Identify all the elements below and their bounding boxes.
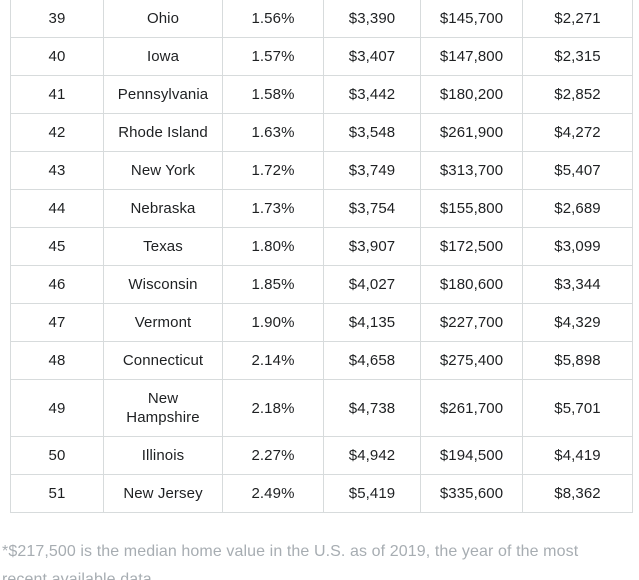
table-row: 41 Pennsylvania 1.58% $3,442 $180,200 $2,852 [10,75,633,114]
median-home-value-footnote: *$217,500 is the median home value in th… [2,543,579,580]
tax-on-state-median-cell: $5,407 [522,151,633,190]
state-cell: New Hampshire [103,379,223,437]
state-median-home-value-cell: $194,500 [420,436,523,475]
tax-rate-cell: 2.49% [222,474,324,513]
tax-on-us-median-cell: $4,738 [323,379,421,437]
tax-on-us-median-cell: $3,754 [323,189,421,228]
table-row: 43 New York 1.72% $3,749 $313,700 $5,407 [10,151,633,190]
tax-rate-cell: 1.72% [222,151,324,190]
tax-on-state-median-cell: $2,271 [522,0,633,38]
state-cell: Pennsylvania [103,75,223,114]
state-cell: Vermont [103,303,223,342]
tax-on-state-median-cell: $3,344 [522,265,633,304]
state-median-home-value-cell: $261,700 [420,379,523,437]
table-row: 46 Wisconsin 1.85% $4,027 $180,600 $3,344 [10,265,633,304]
table-row: 50 Illinois 2.27% $4,942 $194,500 $4,419 [10,436,633,475]
table-row: 42 Rhode Island 1.63% $3,548 $261,900 $4,272 [10,113,633,152]
tax-on-state-median-cell: $5,701 [522,379,633,437]
tax-on-state-median-cell: $2,315 [522,37,633,76]
tax-on-us-median-cell: $5,419 [323,474,421,513]
table-row: 39 Ohio 1.56% $3,390 $145,700 $2,271 [10,0,633,38]
tax-on-us-median-cell: $4,942 [323,436,421,475]
state-median-home-value-cell: $145,700 [420,0,523,38]
state-median-home-value-cell: $313,700 [420,151,523,190]
state-cell: Wisconsin [103,265,223,304]
rank-cell: 47 [10,303,104,342]
tax-rate-cell: 1.56% [222,0,324,38]
tax-rate-cell: 1.85% [222,265,324,304]
tax-on-us-median-cell: $3,390 [323,0,421,38]
rank-cell: 43 [10,151,104,190]
tax-rate-cell: 2.27% [222,436,324,475]
rank-cell: 42 [10,113,104,152]
state-cell: New York [103,151,223,190]
tax-on-state-median-cell: $4,329 [522,303,633,342]
rank-cell: 48 [10,341,104,380]
tax-rate-cell: 1.57% [222,37,324,76]
tax-rate-cell: 1.90% [222,303,324,342]
rank-cell: 45 [10,227,104,266]
state-cell: Ohio [103,0,223,38]
state-median-home-value-cell: $180,200 [420,75,523,114]
property-tax-rank-table: 39 Ohio 1.56% $3,390 $145,700 $2,271 40 Iowa 1.5… [10,0,633,513]
tax-on-state-median-cell: $4,419 [522,436,633,475]
table-row: 45 Texas 1.80% $3,907 $172,500 $3,099 [10,227,633,266]
rank-cell: 41 [10,75,104,114]
state-cell: Illinois [103,436,223,475]
state-median-home-value-cell: $227,700 [420,303,523,342]
rank-cell: 49 [10,379,104,437]
state-median-home-value-cell: $155,800 [420,189,523,228]
tax-on-us-median-cell: $3,407 [323,37,421,76]
tax-on-us-median-cell: $3,548 [323,113,421,152]
state-median-home-value-cell: $172,500 [420,227,523,266]
tax-on-state-median-cell: $8,362 [522,474,633,513]
state-median-home-value-cell: $147,800 [420,37,523,76]
state-median-home-value-cell: $275,400 [420,341,523,380]
table-row: 48 Connecticut 2.14% $4,658 $275,400 $5,898 [10,341,633,380]
rank-cell: 46 [10,265,104,304]
state-cell: Rhode Island [103,113,223,152]
rank-cell: 51 [10,474,104,513]
tax-rate-cell: 2.18% [222,379,324,437]
state-cell: Connecticut [103,341,223,380]
tax-on-state-median-cell: $2,852 [522,75,633,114]
state-median-home-value-cell: $180,600 [420,265,523,304]
table-row: 47 Vermont 1.90% $4,135 $227,700 $4,329 [10,303,633,342]
tax-on-us-median-cell: $3,907 [323,227,421,266]
tax-table-body: 39 Ohio 1.56% $3,390 $145,700 $2,271 40 Iowa 1.5… [10,0,633,513]
tax-on-state-median-cell: $4,272 [522,113,633,152]
state-cell: Texas [103,227,223,266]
table-row: 51 New Jersey 2.49% $5,419 $335,600 $8,362 [10,474,633,513]
tax-on-us-median-cell: $3,442 [323,75,421,114]
tax-on-us-median-cell: $3,749 [323,151,421,190]
tax-rate-cell: 1.63% [222,113,324,152]
tax-on-state-median-cell: $2,689 [522,189,633,228]
rank-cell: 39 [10,0,104,38]
state-median-home-value-cell: $261,900 [420,113,523,152]
rank-cell: 44 [10,189,104,228]
state-median-home-value-cell: $335,600 [420,474,523,513]
state-cell: New Jersey [103,474,223,513]
table-row: 40 Iowa 1.57% $3,407 $147,800 $2,315 [10,37,633,76]
tax-on-us-median-cell: $4,027 [323,265,421,304]
tax-on-state-median-cell: $3,099 [522,227,633,266]
tax-rate-cell: 1.80% [222,227,324,266]
state-cell: Nebraska [103,189,223,228]
table-row: 44 Nebraska 1.73% $3,754 $155,800 $2,689 [10,189,633,228]
tax-on-state-median-cell: $5,898 [522,341,633,380]
state-cell: Iowa [103,37,223,76]
tax-on-us-median-cell: $4,658 [323,341,421,380]
rank-cell: 50 [10,436,104,475]
tax-rate-cell: 1.58% [222,75,324,114]
tax-rate-cell: 2.14% [222,341,324,380]
tax-on-us-median-cell: $4,135 [323,303,421,342]
table-row: 49 New Hampshire 2.18% $4,738 $261,700 $5,701 [10,379,633,437]
tax-rate-cell: 1.73% [222,189,324,228]
rank-cell: 40 [10,37,104,76]
